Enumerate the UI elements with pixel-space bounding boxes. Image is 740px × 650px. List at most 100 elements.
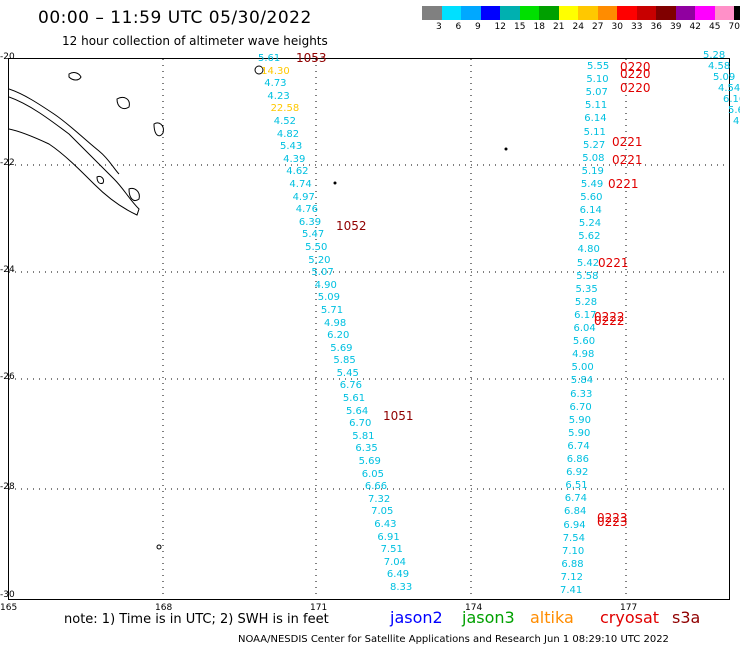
wave-height-label: 6.86 [566, 454, 590, 465]
legend-swatch [675, 6, 695, 20]
time-label: 1051 [383, 409, 414, 423]
wave-height-label: 5.19 [581, 165, 604, 177]
legend-swatch [558, 6, 578, 20]
legend-swatch [597, 6, 617, 20]
satellite-name-cryosat: cryosat [600, 608, 660, 627]
wave-height-label: 7.05 [371, 506, 394, 518]
wave-height-label: 5.6 [728, 105, 740, 116]
wave-height-label: 5.61 [342, 393, 366, 405]
legend-tick-label: 39 [670, 22, 682, 32]
wave-height-label: 5.47 [302, 229, 325, 241]
legend-tick-label: 15 [514, 22, 526, 32]
wave-height-label: 6.17 [574, 309, 597, 321]
wave-height-label: 5.85 [333, 355, 356, 367]
time-label: 0223 [597, 511, 628, 525]
wave-height-label: 4.74 [289, 178, 312, 190]
wave-height-label: 4.80 [577, 244, 600, 256]
legend-swatch [714, 6, 734, 20]
wave-height-label: 7.04 [383, 556, 406, 568]
time-label: 0221 [612, 153, 643, 167]
wave-height-label: 6.88 [561, 558, 584, 570]
legend-tick-label: 3 [436, 22, 442, 32]
wave-height-label: 6.49 [386, 569, 410, 581]
wave-height-label: 6.74 [564, 493, 587, 505]
legend-tick-label: 24 [572, 22, 584, 32]
wave-height-label: 5.00 [571, 362, 594, 374]
wave-height-label: 5.71 [320, 304, 344, 316]
wave-height-label: 4.98 [572, 349, 595, 361]
satellite-name-jason2: jason2 [390, 608, 443, 627]
legend-swatch [734, 6, 740, 20]
wave-height-label: 5.69 [358, 456, 381, 468]
wave-height-label: 5.90 [568, 427, 591, 439]
time-label: 0220 [620, 60, 651, 74]
legend-swatch [500, 6, 520, 20]
wave-height-label: 4.52 [273, 115, 296, 127]
map-title: 00:00 – 11:59 UTC 05/30/2022 [38, 8, 312, 28]
wave-height-label: 5.55 [587, 61, 610, 72]
legend-swatch [461, 6, 481, 20]
wave-height-label: 5.20 [308, 254, 331, 266]
wave-height-label: 5.28 [703, 50, 726, 61]
time-label: 0221 [612, 135, 643, 149]
satellite-name-s3a: s3a [672, 608, 701, 627]
wave-height-label: 6.33 [570, 388, 593, 400]
longitude-label: 177 [620, 603, 638, 613]
wave-height-label: 6.05 [361, 468, 384, 480]
time-label: 0220 [620, 67, 651, 81]
wave-height-label: 5.11 [584, 100, 608, 112]
wave-height-label: 5.07 [585, 87, 608, 99]
time-label: 1053 [296, 51, 327, 65]
wave-height-label: 5.27 [582, 139, 606, 151]
wave-height-label: 22.58 [270, 103, 300, 115]
wave-height-label: 4.98 [324, 317, 347, 329]
wave-height-label: 5.62 [578, 231, 601, 243]
wave-height-label: 5.90 [568, 414, 592, 426]
map-plot-area [8, 58, 731, 601]
legend-tick-label: 6 [455, 22, 462, 32]
latitude-label: -24 [0, 265, 15, 275]
longitude-label: 168 [155, 603, 173, 613]
wave-height-label: 5.64 [346, 405, 369, 417]
legend-swatch [480, 6, 500, 20]
wave-height-label: 4.82 [276, 128, 300, 140]
wave-height-label: 5.09 [713, 72, 736, 83]
wave-height-label: 5.43 [280, 141, 303, 153]
wave-height-label: 5.81 [352, 430, 375, 442]
legend-swatch [539, 6, 559, 20]
wave-height-label: 5.61 [258, 53, 281, 64]
wave-height-label: 7.12 [560, 571, 583, 583]
wave-height-label: 6.04 [573, 323, 596, 334]
latitude-label: -30 [0, 590, 15, 600]
legend-tick-label: 18 [533, 22, 545, 32]
wave-height-label: 6.74 [567, 440, 590, 452]
wave-height-label: 6.66 [364, 481, 388, 493]
map-graphics [9, 59, 731, 601]
wave-height-label: 4.62 [286, 166, 309, 178]
legend-tick-label: 12 [494, 22, 506, 32]
legend-tick-label: 27 [592, 22, 604, 32]
wave-height-label: 4.54 [718, 83, 740, 94]
wave-height-label: 5.84 [570, 375, 594, 387]
coastline-new-caledonia [9, 65, 264, 550]
wave-height-label: 5.60 [572, 336, 596, 348]
legend-tick-label: 9 [475, 22, 481, 32]
wave-height-label: 6.91 [377, 531, 400, 543]
wave-height-label: 5.24 [578, 218, 602, 230]
map-subtitle: 12 hour collection of altimeter wave hei… [62, 34, 328, 48]
longitude-label: 165 [0, 603, 18, 613]
legend-tick-label: 36 [650, 22, 662, 32]
legend-swatch [617, 6, 637, 20]
wave-height-label: 5.42 [576, 257, 600, 269]
wave-height-label: 5.45 [336, 367, 359, 379]
wave-height-label: 7.10 [562, 545, 585, 557]
time-label: 0220 [620, 81, 651, 95]
time-label: 0223 [597, 515, 628, 529]
wave-height-label: 6.39 [298, 216, 322, 228]
wave-height-label: 6.35 [355, 443, 378, 455]
wave-height-label: 6.14 [584, 113, 607, 125]
legend-swatch [422, 6, 442, 20]
wave-height-label: 14.30 [261, 65, 290, 77]
wave-height-label: 5.08 [582, 152, 605, 164]
